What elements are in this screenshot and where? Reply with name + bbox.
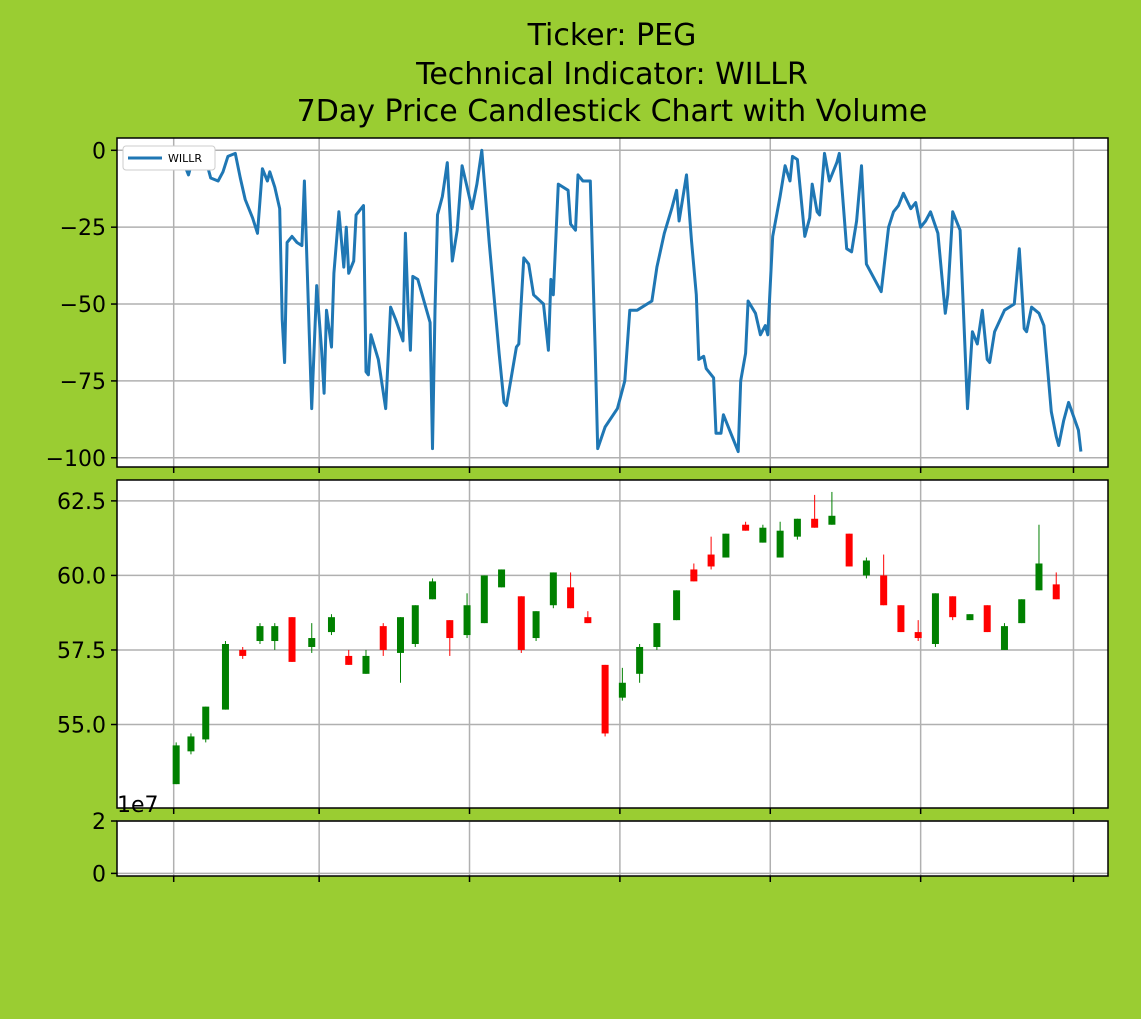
candle-body [463,605,471,636]
candle-body [517,596,525,650]
candle-body [636,646,644,674]
volume-y-axis: 02 [92,810,1075,887]
candle-body [221,644,229,710]
willr-y-tick-label: −100 [46,447,106,472]
candle-body [362,655,370,674]
willr-legend: WILLR [122,145,216,171]
candle-body [1035,563,1043,591]
volume-plot-background [117,821,1108,876]
candle-body [722,533,730,558]
candle-body [411,605,419,644]
willr-y-axis: 0 −25 −50 −75 −100 [46,139,1075,473]
candle-body [549,572,557,606]
volume-y-tick-label: 2 [92,810,106,835]
volume-panel: 02 1e7 [92,793,1109,887]
candle-body [845,533,853,567]
candle-body [690,569,698,582]
candle-body [897,605,905,633]
candle-body [288,617,296,662]
candle-body [187,736,195,752]
candle-body [1052,584,1060,600]
candle-body [862,560,870,576]
candle-body [1000,626,1008,650]
volume-plot-frame [116,820,1109,877]
title-line-3: 7Day Price Candlestick Chart with Volume [297,94,928,129]
candle-body [271,626,279,642]
candle-body [239,649,247,656]
price-y-tick-label: 57.5 [57,639,106,664]
candle-body [202,706,210,740]
candle-body [759,527,767,543]
willr-series-group [169,148,1083,454]
candle-body [1018,599,1026,624]
willr-y-tick-label: −75 [60,370,106,395]
price-y-tick-label: 60.0 [57,564,106,589]
candle-body [931,593,939,644]
candle-body [172,745,180,785]
candle-body [345,655,353,665]
candle-body [480,575,488,624]
willr-plot-frame [116,137,1109,468]
candle-body [949,596,957,618]
willr-y-tick-label: 0 [92,139,106,164]
willr-panel: 0 −25 −50 −75 −100 WILLR [46,137,1109,473]
candle-body [742,524,750,531]
price-plot-frame [116,479,1109,809]
legend-box [122,145,216,171]
candle-body [707,554,715,567]
candle-body [396,617,404,653]
candle-body [308,638,316,647]
price-y-axis: 55.0 57.5 60.0 62.5 [57,490,1075,814]
candle-body [327,617,335,633]
legend-label-willr: WILLR [168,152,202,165]
chart-title: Ticker: PEG Technical Indicator: WILLR 7… [297,18,928,129]
candle-body [429,581,437,600]
price-candles-group [172,491,1060,785]
candle-body [828,515,836,525]
candle-body [673,590,681,621]
candle-body [880,575,888,606]
title-line-2: Technical Indicator: WILLR [415,57,808,92]
price-plot-background [117,480,1108,808]
candle-body [601,664,609,734]
price-y-tick-label: 55.0 [57,714,106,739]
candle-body [618,682,626,698]
candle-body [498,569,506,588]
title-line-1: Ticker: PEG [527,18,697,53]
willr-line [169,148,1083,454]
candle-body [256,626,264,642]
candle-body [532,611,540,639]
candle-body [584,617,592,624]
price-gridlines [117,480,1108,808]
willr-y-tick-label: −50 [60,293,106,318]
willr-y-tick-label: −25 [60,216,106,241]
candle-body [811,518,819,528]
price-y-tick-label: 62.5 [57,490,106,515]
volume-scale-label: 1e7 [117,793,159,818]
volume-y-tick-label: 0 [92,862,106,887]
candle-body [983,605,991,633]
candle-body [446,620,454,639]
candle-body [966,614,974,621]
candle-body [567,587,575,609]
candle-body [653,623,661,647]
price-panel: 55.0 57.5 60.0 62.5 [57,479,1109,814]
candle-body [914,632,922,639]
candle-body [776,530,784,558]
candle-body [793,518,801,537]
candle-body [379,626,387,650]
